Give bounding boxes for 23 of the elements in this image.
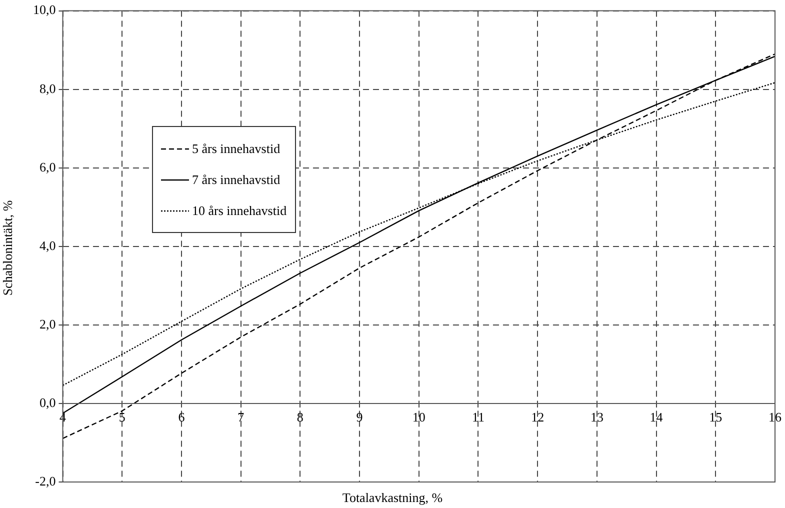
y-tick-label: -2,0 bbox=[35, 473, 56, 488]
x-tick-label: 8 bbox=[296, 410, 304, 425]
x-tick-label: 7 bbox=[238, 410, 245, 425]
x-tick-label: 9 bbox=[356, 410, 363, 425]
y-tick-label: 4,0 bbox=[40, 238, 56, 253]
legend-label: 7 års innehavstid bbox=[192, 172, 280, 188]
x-tick-label: 10 bbox=[412, 410, 426, 425]
x-axis-title: Totalavkastning, % bbox=[341, 490, 444, 506]
y-tick-label: 10,0 bbox=[33, 2, 56, 18]
x-tick-label: 12 bbox=[531, 410, 544, 425]
x-tick-label: 11 bbox=[472, 410, 484, 425]
x-tick-label: 6 bbox=[178, 410, 186, 425]
y-tick-label: 8,0 bbox=[40, 80, 56, 96]
legend-label: 10 års innehavstid bbox=[192, 202, 287, 218]
x-tick-label: 13 bbox=[590, 410, 604, 425]
x-tick-label: 14 bbox=[650, 410, 664, 425]
y-tick-label: 2,0 bbox=[40, 316, 56, 332]
y-tick-label: 0,0 bbox=[40, 394, 56, 410]
x-tick-label: 5 bbox=[118, 410, 126, 425]
y-axis-title: Schablonintäkt, % bbox=[0, 199, 16, 298]
y-tick-label: 6,0 bbox=[40, 159, 56, 174]
legend-label: 5 års innehavstid bbox=[192, 140, 280, 156]
x-tick-label: 15 bbox=[709, 410, 722, 425]
